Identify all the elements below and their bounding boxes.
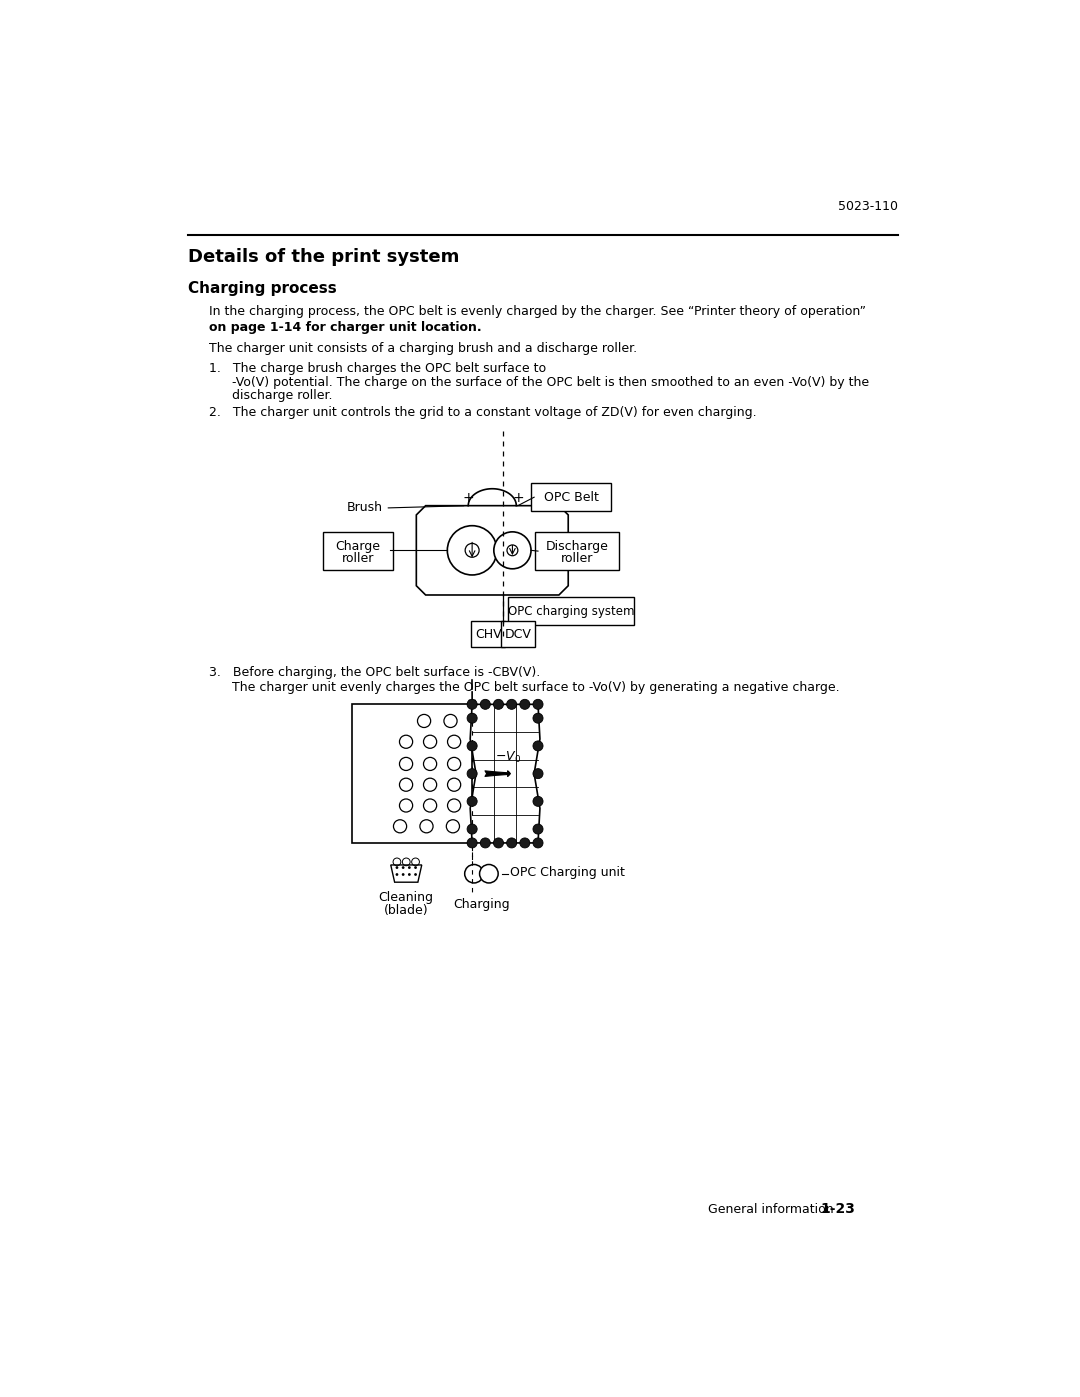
Text: OPC charging system: OPC charging system [508, 605, 634, 617]
Text: Brush: Brush [347, 502, 383, 514]
Circle shape [467, 714, 477, 724]
Text: roller: roller [342, 552, 375, 564]
Circle shape [494, 838, 503, 848]
Text: OPC Belt: OPC Belt [543, 490, 598, 504]
Circle shape [414, 866, 417, 869]
Circle shape [395, 873, 399, 876]
Text: Cleaning: Cleaning [379, 891, 434, 904]
Circle shape [532, 714, 543, 724]
Text: The charger unit consists of a charging brush and a discharge roller.: The charger unit consists of a charging … [208, 342, 637, 355]
Polygon shape [470, 704, 540, 842]
Circle shape [507, 700, 516, 710]
Text: 1-23: 1-23 [821, 1203, 855, 1217]
Circle shape [467, 796, 477, 806]
Text: 1.   The charge brush charges the OPC belt surface to: 1. The charge brush charges the OPC belt… [208, 362, 545, 374]
Text: +: + [462, 490, 474, 504]
Text: roller: roller [561, 552, 593, 564]
Circle shape [408, 873, 410, 876]
Circle shape [532, 838, 543, 848]
Circle shape [395, 866, 399, 869]
Text: DCV: DCV [504, 627, 531, 641]
Circle shape [447, 525, 497, 576]
Circle shape [494, 532, 531, 569]
Text: Charge: Charge [336, 539, 381, 553]
Circle shape [507, 838, 516, 848]
Text: Details of the print system: Details of the print system [188, 249, 459, 267]
Circle shape [532, 700, 543, 710]
Circle shape [532, 768, 543, 778]
Text: (blade): (blade) [383, 904, 429, 916]
Text: 5023-110: 5023-110 [838, 200, 899, 212]
Circle shape [464, 865, 483, 883]
FancyBboxPatch shape [508, 598, 634, 624]
Polygon shape [416, 506, 568, 595]
Text: In the charging process, the OPC belt is evenly charged by the charger. See “Pri: In the charging process, the OPC belt is… [208, 306, 866, 319]
Circle shape [519, 838, 530, 848]
Circle shape [467, 824, 477, 834]
Circle shape [402, 873, 405, 876]
Circle shape [532, 824, 543, 834]
Circle shape [481, 838, 490, 848]
Text: OPC Charging unit: OPC Charging unit [510, 866, 624, 880]
Text: Charging process: Charging process [188, 281, 337, 296]
Circle shape [414, 873, 417, 876]
FancyBboxPatch shape [323, 532, 393, 570]
Text: $-V_0$: $-V_0$ [496, 749, 522, 764]
Text: Charging: Charging [454, 898, 510, 911]
Text: -Vo(V) potential. The charge on the surface of the OPC belt is then smoothed to : -Vo(V) potential. The charge on the surf… [232, 376, 869, 388]
Circle shape [408, 866, 410, 869]
Text: +: + [512, 490, 524, 504]
Circle shape [519, 700, 530, 710]
Text: The charger unit evenly charges the OPC belt surface to -Vo(V) by generating a n: The charger unit evenly charges the OPC … [232, 682, 839, 694]
Circle shape [532, 796, 543, 806]
Circle shape [402, 866, 405, 869]
Circle shape [494, 700, 503, 710]
Circle shape [467, 838, 477, 848]
Text: on page 1-14 for charger unit location.: on page 1-14 for charger unit location. [208, 321, 482, 334]
Text: Discharge: Discharge [545, 539, 608, 553]
Text: discharge roller.: discharge roller. [232, 390, 333, 402]
FancyBboxPatch shape [471, 622, 505, 647]
Text: CHV: CHV [475, 627, 502, 641]
Circle shape [467, 768, 477, 778]
FancyBboxPatch shape [352, 704, 472, 842]
Circle shape [480, 865, 498, 883]
Circle shape [481, 700, 490, 710]
Circle shape [532, 740, 543, 752]
Text: 2.   The charger unit controls the grid to a constant voltage of ZD(V) for even : 2. The charger unit controls the grid to… [208, 405, 756, 419]
FancyBboxPatch shape [531, 483, 611, 511]
Circle shape [467, 740, 477, 752]
Text: 3.   Before charging, the OPC belt surface is -CBV(V).: 3. Before charging, the OPC belt surface… [208, 666, 540, 679]
FancyBboxPatch shape [501, 622, 535, 647]
Text: General information: General information [708, 1203, 834, 1217]
FancyBboxPatch shape [535, 532, 619, 570]
Circle shape [467, 700, 477, 710]
